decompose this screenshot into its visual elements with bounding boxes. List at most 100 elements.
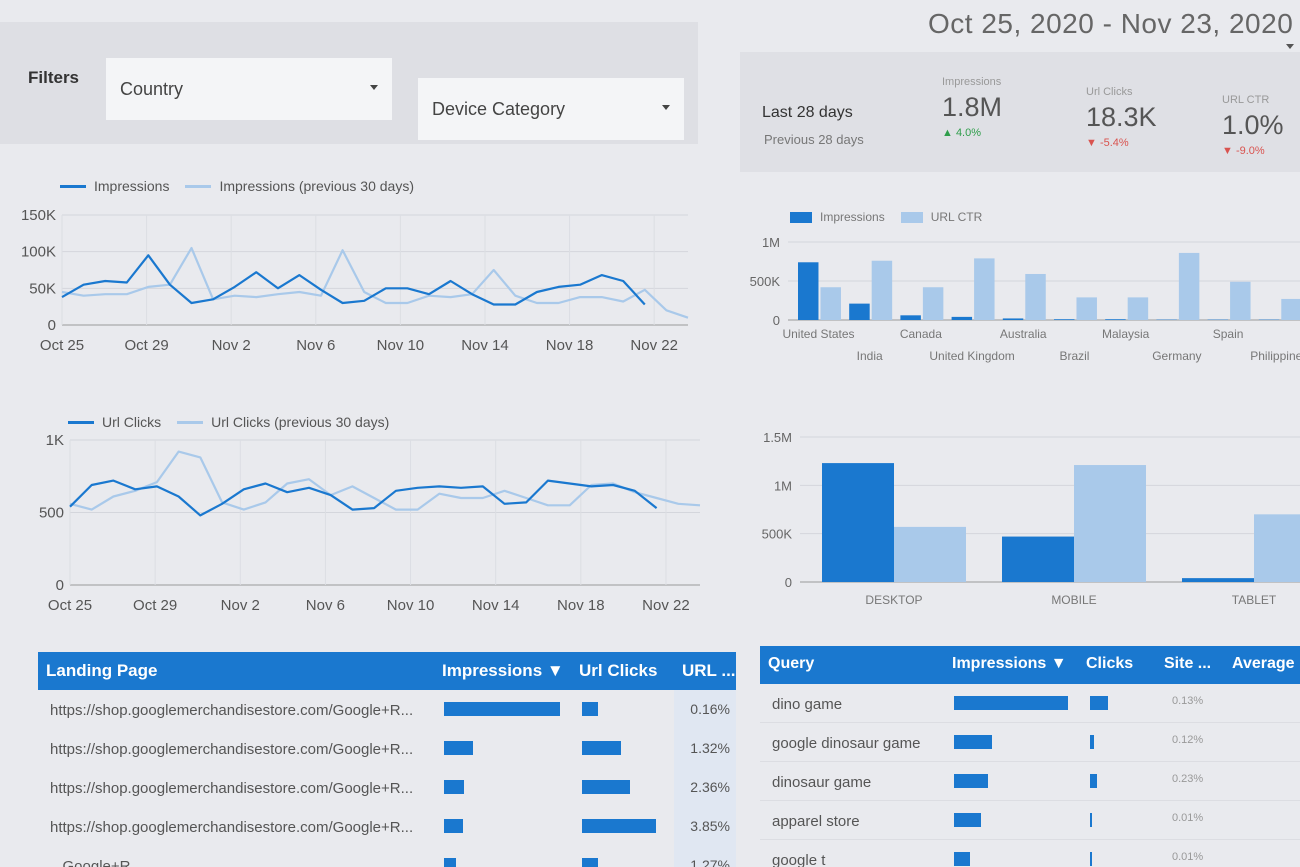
caret-down-icon[interactable] [1286,44,1294,49]
column-header-site-ctr[interactable]: Site ... [1164,655,1212,672]
table-row[interactable]: https://shop.googlemerchandisestore.com/… [38,768,736,807]
filter-bar: Filters Country Device Category [0,22,698,144]
impressions-bar [444,741,473,755]
x-tick-label: Nov 6 [296,337,335,354]
table-row[interactable]: https://shop.googlemerchandisestore.com/… [38,729,736,768]
clicks-bar [1090,774,1097,788]
query-table: Query Impressions ▼ Clicks Site ... Aver… [760,646,1300,867]
y-tick-label: 0 [56,577,64,594]
column-header-clicks[interactable]: Clicks [1086,655,1134,672]
previous-period-label: Previous 28 days [764,132,864,147]
caret-down-icon [370,85,378,90]
landing-page-url[interactable]: https://shop.googlemerchandisestore.com/… [50,702,414,719]
filters-label: Filters [28,68,80,87]
clicks-bar [1090,735,1094,749]
landing-page-url[interactable]: ...Google+R... [50,858,143,867]
ctr-value: 0.13% [1172,695,1204,707]
ctr-value: 3.85% [690,818,730,834]
bar [1127,297,1149,320]
clicks-chart-legend: Url Clicks Url Clicks (previous 30 days) [68,414,389,430]
ctr-value: 0.23% [1172,773,1204,785]
landing-page-url[interactable]: https://shop.googlemerchandisestore.com/… [50,741,414,758]
clicks-bar [582,780,631,794]
landing-page-table: Landing Page Impressions ▼ Url Clicks UR… [38,652,736,867]
ctr-cell [674,846,736,867]
y-tick-label: 150K [21,207,56,224]
column-header-impressions[interactable]: Impressions ▼ [442,661,564,680]
bar [871,260,893,320]
column-header-url-clicks[interactable]: Url Clicks [579,661,658,680]
x-tick-label: Nov 18 [546,337,594,354]
metric-value: 1.0% [1222,110,1284,140]
column-header-url-ctr[interactable]: URL ... [682,661,736,680]
y-tick-label: 0 [785,575,792,590]
x-tick-label: Brazil [1059,349,1089,363]
country-dropdown[interactable]: Country [106,58,392,120]
bar [798,262,819,320]
table-row[interactable]: dino game 0.13% [760,684,1300,723]
bar [1182,578,1254,582]
clicks-bar [582,858,598,867]
column-header-average-position[interactable]: Average Po... [1232,655,1300,672]
legend-swatch [790,211,812,223]
query-text[interactable]: google t [772,852,826,867]
bar [1002,318,1024,320]
bar [1076,297,1097,320]
bar [922,287,944,320]
series-line-0 [61,254,646,306]
bar [822,463,894,582]
table-row[interactable]: google t 0.01% [760,840,1300,867]
table-row[interactable]: https://shop.googlemerchandisestore.com/… [38,690,736,729]
table-row[interactable]: https://shop.googlemerchandisestore.com/… [38,807,736,846]
query-text[interactable]: apparel store [772,813,860,830]
x-tick-label: Germany [1152,349,1201,363]
x-tick-label: Oct 25 [48,597,92,614]
metric-url-clicks: Url Clicks 18.3K ▼ -5.4% [1086,86,1157,149]
x-tick-label: United States [782,327,854,341]
column-header-landing-page[interactable]: Landing Page [46,661,158,680]
query-text[interactable]: dinosaur game [772,774,872,791]
x-tick-label: TABLET [1232,593,1277,607]
country-dropdown-label: Country [120,78,184,99]
legend-label: Url Clicks [102,414,162,430]
table-row[interactable]: google dinosaur game 0.12% [760,723,1300,762]
query-text[interactable]: google dinosaur game [772,735,921,752]
ctr-cell [674,690,736,729]
impressions-bar [444,858,456,867]
table-row[interactable]: dinosaur game 0.23% [760,762,1300,801]
legend-swatch [900,211,923,223]
column-header-impressions[interactable]: Impressions ▼ [952,655,1067,672]
bar [1074,465,1146,582]
y-tick-label: 1.5M [763,430,792,445]
landing-page-url[interactable]: https://shop.googlemerchandisestore.com/… [50,819,414,836]
clicks-bar [582,819,657,833]
device-category-dropdown[interactable]: Device Category [418,78,684,140]
impressions-bar [954,813,982,827]
x-tick-label: Nov 18 [557,597,605,614]
x-tick-label: India [857,349,883,363]
legend-swatch [68,420,94,424]
legend-label: Url Clicks (previous 30 days) [211,414,390,430]
ctr-value: 1.32% [690,740,730,756]
impressions-line-chart: 150K 100K 50K 0 Oct 25 Oct 29 Nov 2 Nov 6 Nov 10… [21,207,689,354]
metric-url-ctr: URL CTR 1.0% ▼ -9.0% [1222,94,1284,157]
landing-page-url[interactable]: https://shop.googlemerchandisestore.com/… [50,780,414,797]
date-range-picker[interactable]: Oct 25, 2020 - Nov 23, 2020 [928,8,1294,39]
x-tick-label: United Kingdom [929,349,1014,363]
legend-swatch [177,420,204,424]
x-tick-label: DESKTOP [865,593,922,607]
clicks-bar [1090,852,1092,866]
column-header-query[interactable]: Query [768,655,815,672]
query-text[interactable]: dino game [772,696,843,713]
table-row[interactable]: apparel store 0.01% [760,801,1300,840]
bar [1025,273,1046,320]
device-bar-chart: 1.5M 1M 500K 0 DESKTOP MOBILE TABLET [762,430,1300,607]
series-line-1 [61,246,689,319]
metric-impressions: Impressions 1.8M ▲ 4.0% [942,76,1002,139]
x-tick-label: Canada [900,327,942,341]
y-tick-label: 500 [39,505,64,522]
y-tick-label: 1M [774,478,792,493]
legend-label: Impressions [94,178,170,194]
table-row[interactable]: ...Google+R... 1.27% [38,846,736,867]
